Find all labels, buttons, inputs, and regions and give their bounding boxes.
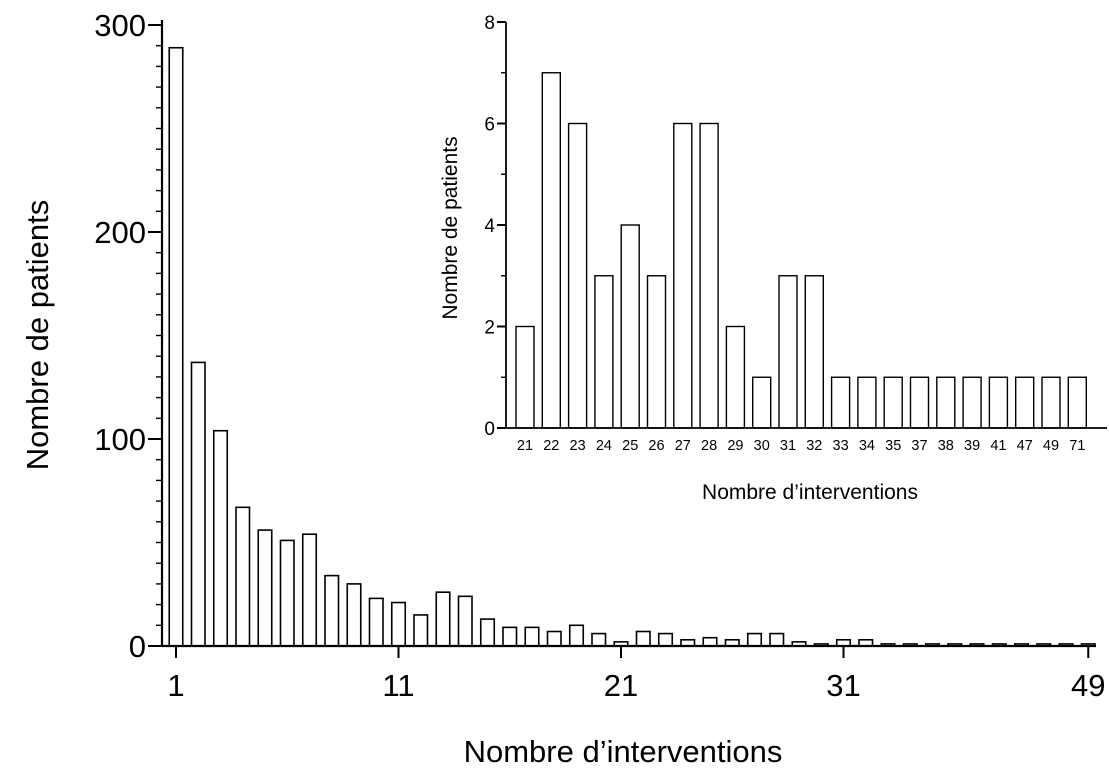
inset-y-tick-label: 8 (484, 13, 495, 34)
main-bar (257, 529, 273, 647)
main-bar (301, 533, 318, 647)
main-x-tick-label: 31 (826, 668, 860, 703)
inset-x-tick-label: 71 (1069, 438, 1085, 454)
inset-y-tick-label: 0 (484, 419, 495, 440)
inset-x-tick-label: 37 (911, 438, 927, 454)
inset-bar (673, 122, 693, 429)
inset-x-tick-label: 32 (806, 438, 822, 454)
inset-x-tick-label: 47 (1017, 438, 1033, 454)
inset-x-tick-label: 28 (701, 438, 717, 454)
inset-x-tick-label: 25 (622, 438, 638, 454)
main-bar (769, 632, 785, 647)
main-bar (279, 539, 295, 647)
main-bar (457, 595, 473, 647)
main-bar (190, 361, 206, 647)
main-x-tick-label: 1 (167, 668, 184, 703)
inset-x-tick-label: 24 (596, 438, 612, 454)
main-y-ticks: 0 100 200 300 (94, 8, 162, 664)
inset-bar (620, 224, 640, 429)
inset-x-tick-label: 22 (543, 438, 559, 454)
inset-bar (515, 325, 535, 429)
main-x-tick-label: 21 (604, 668, 638, 703)
main-y-tick-label: 0 (129, 629, 146, 664)
inset-x-tick-label: 23 (570, 438, 586, 454)
inset-y-tick-label: 6 (484, 115, 495, 136)
inset-x-tick-label: 38 (938, 438, 954, 454)
inset-y-axis-title: Nombre de patients (439, 136, 462, 319)
main-bar (346, 583, 362, 647)
inset-bar (962, 376, 982, 429)
inset-x-tick-label: 39 (964, 438, 980, 454)
main-x-tick-label: 11 (382, 668, 414, 703)
main-x-tick-label: 49 (1071, 668, 1105, 703)
inset-x-tick-label: 34 (859, 438, 875, 454)
inset-bar (594, 275, 614, 429)
main-bar (368, 597, 384, 647)
main-bar (702, 636, 718, 647)
inset-x-tick-label: 30 (754, 438, 770, 454)
main-bars (168, 46, 1096, 647)
inset-bar (778, 275, 798, 429)
inset-bar (646, 275, 667, 429)
inset-y-ticks: 0 2 4 6 8 (484, 13, 506, 440)
inset-bar (752, 376, 772, 429)
inset-x-tick-label: 21 (517, 438, 533, 454)
main-bar (479, 618, 496, 647)
inset-bar (541, 72, 561, 429)
inset-x-tick-label: 27 (675, 438, 691, 454)
inset-bar (909, 376, 930, 429)
main-bar (212, 429, 229, 647)
main-bar (235, 506, 251, 647)
inset-x-tick-label: 41 (990, 438, 1006, 454)
main-bar (524, 626, 540, 647)
main-axes (160, 20, 1096, 648)
inset-x-tick-label: 31 (780, 438, 796, 454)
inset-bar (1067, 376, 1088, 429)
main-bar (502, 626, 518, 647)
inset-bar (804, 275, 824, 429)
main-bar (390, 601, 407, 647)
inset-x-tick-label: 29 (727, 438, 743, 454)
main-y-tick-label: 100 (94, 422, 146, 457)
inset-x-tick-label: 33 (833, 438, 849, 454)
inset-bar (830, 376, 851, 429)
main-bar (413, 614, 429, 647)
inset-x-tick-label: 35 (885, 438, 901, 454)
main-x-axis-title: Nombre d’interventions (464, 734, 783, 769)
inset-bar (567, 122, 588, 429)
inset-x-axis-title: Nombre d’interventions (702, 481, 918, 504)
main-y-tick-label: 300 (94, 8, 146, 43)
inset-y-tick-label: 2 (484, 318, 495, 339)
inset-bar (936, 376, 956, 429)
main-y-tick-label: 200 (94, 215, 146, 250)
inset-y-tick-label: 4 (484, 216, 495, 237)
main-bar (435, 591, 451, 647)
main-bar (168, 46, 184, 647)
main-bar (746, 632, 763, 647)
main-bar (657, 632, 674, 647)
inset-x-tick-label: 26 (648, 438, 664, 454)
inset-bar (1015, 376, 1035, 429)
inset-bars (515, 72, 1088, 429)
inset-x-tick-labels: 21 22 23 24 25 26 27 28 29 30 31 32 33 34 35 37 38 39 41 47… (517, 438, 1085, 454)
main-x-ticks: 1 11 21 31 49 (167, 646, 1105, 703)
inset-bar (699, 122, 719, 429)
main-bar (635, 630, 651, 647)
main-bar (591, 632, 607, 647)
inset-bar (1041, 376, 1061, 429)
inset-bar (883, 376, 903, 429)
inset-x-tick-label: 49 (1043, 438, 1059, 454)
main-bar (324, 574, 340, 647)
inset-bar (857, 376, 877, 429)
main-bar (546, 630, 562, 647)
main-y-axis-title: Nombre de patients (20, 200, 55, 471)
main-bar (568, 624, 585, 647)
inset-bar (988, 376, 1009, 429)
inset-bar (725, 325, 746, 429)
